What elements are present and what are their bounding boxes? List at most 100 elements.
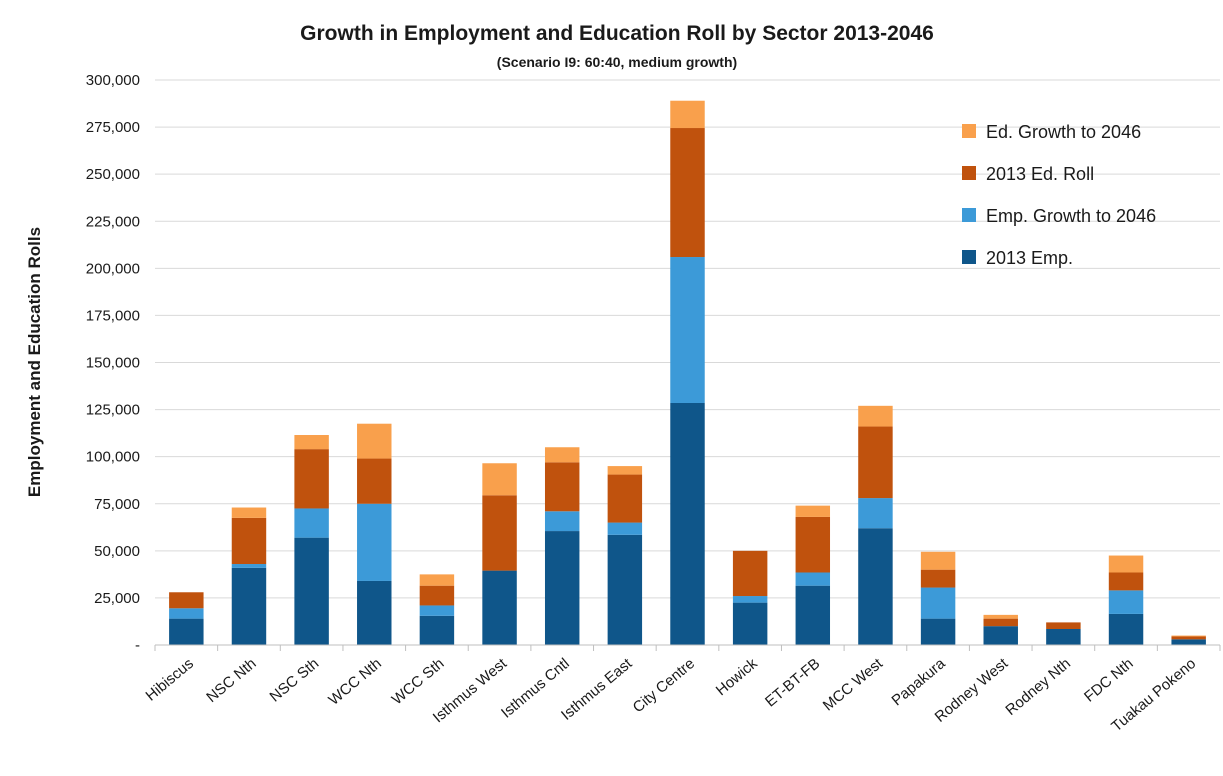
bar-segment-15-3 [1108, 555, 1144, 573]
y-tick-label: 125,000 [86, 402, 140, 419]
y-axis-ticks: - 25,000 50,000 75,000 100,000 125,000 150,000… [86, 72, 140, 654]
y-tick-label: 75,000 [94, 496, 140, 513]
bar-segment-13-2 [983, 618, 1018, 627]
bar-segment-8-1 [670, 257, 705, 403]
bar-segment-7-2 [607, 474, 643, 523]
y-tick-label: 25,000 [94, 590, 140, 607]
x-tick-label: MCC West [820, 655, 887, 715]
bar-segment-10-1 [795, 572, 831, 586]
bar-segment-3-0 [357, 580, 392, 645]
y-tick-label: - [135, 637, 140, 654]
bar-segment-4-1 [419, 605, 455, 616]
bar-segment-0-1 [169, 608, 204, 619]
y-tick-label: 50,000 [94, 543, 140, 560]
legend-label: 2013 Ed. Roll [986, 164, 1094, 184]
x-tick-label: Rodney Nth [1002, 655, 1074, 719]
bar-segment-11-0 [858, 528, 893, 645]
bar-segment-1-2 [231, 517, 267, 565]
bar-segment-14-2 [1046, 622, 1081, 629]
bar-segment-15-1 [1108, 590, 1144, 614]
bar-segment-4-0 [419, 615, 455, 645]
bar-segment-3-2 [357, 458, 392, 504]
legend-swatch [962, 124, 976, 138]
bar-segment-10-3 [795, 505, 831, 517]
bar-segment-8-0 [670, 402, 705, 645]
bar-segment-10-0 [795, 585, 831, 645]
bar-segment-0-0 [169, 618, 204, 645]
chart-title: Growth in Employment and Education Roll … [300, 22, 934, 45]
chart-subtitle: (Scenario I9: 60:40, medium growth) [497, 54, 737, 70]
bar-segment-4-2 [419, 585, 455, 606]
bars [169, 100, 1206, 645]
y-axis-label: Employment and Education Rolls [25, 227, 44, 497]
bar-segment-9-2 [732, 550, 768, 597]
bar-segment-1-0 [231, 567, 267, 645]
legend-label: Emp. Growth to 2046 [986, 206, 1156, 226]
bar-segment-6-0 [544, 531, 580, 645]
x-tick-label: Hibiscus [143, 655, 197, 704]
bar-segment-12-2 [920, 569, 956, 588]
bar-segment-12-3 [920, 551, 956, 570]
bar-segment-11-3 [858, 405, 893, 427]
y-tick-label: 150,000 [86, 355, 140, 372]
bar-segment-11-2 [858, 426, 893, 499]
x-tick-label: ET-BT-FB [762, 655, 823, 710]
bar-segment-16-3 [1171, 635, 1206, 637]
y-tick-label: 175,000 [86, 307, 140, 324]
bar-segment-9-0 [732, 602, 768, 645]
bar-segment-11-1 [858, 498, 893, 529]
bar-segment-4-3 [419, 574, 455, 586]
y-tick-label: 250,000 [86, 166, 140, 183]
y-tick-label: 225,000 [86, 213, 140, 230]
bar-segment-7-1 [607, 522, 643, 535]
bar-segment-8-2 [670, 128, 705, 258]
bar-segment-15-2 [1108, 572, 1144, 591]
x-tick-label: NSC Sth [267, 655, 323, 706]
bar-segment-0-2 [169, 592, 204, 609]
bar-segment-16-0 [1171, 639, 1206, 645]
legend: Ed. Growth to 2046 2013 Ed. Roll Emp. Grow… [962, 122, 1156, 268]
bar-segment-8-3 [670, 100, 705, 129]
legend-swatch [962, 208, 976, 222]
bar-segment-15-0 [1108, 613, 1144, 645]
y-tick-label: 300,000 [86, 72, 140, 89]
bar-segment-9-1 [732, 596, 768, 603]
x-tick-label: NSC Nth [203, 655, 259, 706]
bar-segment-5-3 [482, 463, 517, 496]
x-tick-label: FDC Nth [1081, 655, 1137, 706]
bar-segment-13-0 [983, 626, 1018, 645]
bar-segment-14-0 [1046, 628, 1081, 645]
bar-segment-1-3 [231, 507, 267, 518]
bar-segment-2-3 [294, 435, 329, 450]
bar-segment-3-3 [357, 423, 392, 459]
bar-segment-16-2 [1171, 636, 1206, 640]
x-tick-label: Papakura [889, 655, 950, 710]
bar-segment-2-0 [294, 537, 329, 645]
bar-segment-2-1 [294, 508, 329, 538]
x-tick-label: Howick [713, 655, 761, 699]
x-tick-label: City Centre [630, 655, 698, 716]
bar-segment-6-3 [544, 447, 580, 463]
bar-segment-2-2 [294, 449, 329, 509]
bar-segment-5-0 [482, 570, 517, 645]
x-tick-label: WCC Sth [389, 655, 448, 708]
bar-segment-12-1 [920, 587, 956, 619]
legend-swatch [962, 166, 976, 180]
legend-label: 2013 Emp. [986, 248, 1073, 268]
bar-segment-6-2 [544, 462, 580, 512]
bar-segment-12-0 [920, 618, 956, 645]
x-tick-label: WCC Nth [325, 655, 384, 709]
y-tick-label: 100,000 [86, 449, 140, 466]
x-axis-ticks: Hibiscus NSC Nth NSC Sth WCC Nth WCC SthIsth… [143, 645, 1221, 735]
bar-segment-6-1 [544, 511, 580, 532]
legend-label: Ed. Growth to 2046 [986, 122, 1141, 142]
y-tick-label: 200,000 [86, 260, 140, 277]
bar-segment-7-3 [607, 466, 643, 475]
bar-segment-5-2 [482, 495, 517, 571]
bar-segment-10-2 [795, 516, 831, 573]
bar-segment-7-0 [607, 534, 643, 645]
bar-segment-3-1 [357, 503, 392, 581]
legend-swatch [962, 250, 976, 264]
y-tick-label: 275,000 [86, 119, 140, 136]
